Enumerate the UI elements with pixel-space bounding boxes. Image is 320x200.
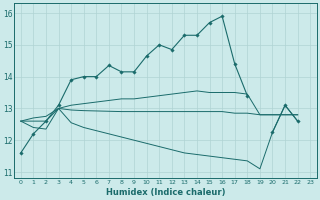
X-axis label: Humidex (Indice chaleur): Humidex (Indice chaleur): [106, 188, 225, 197]
